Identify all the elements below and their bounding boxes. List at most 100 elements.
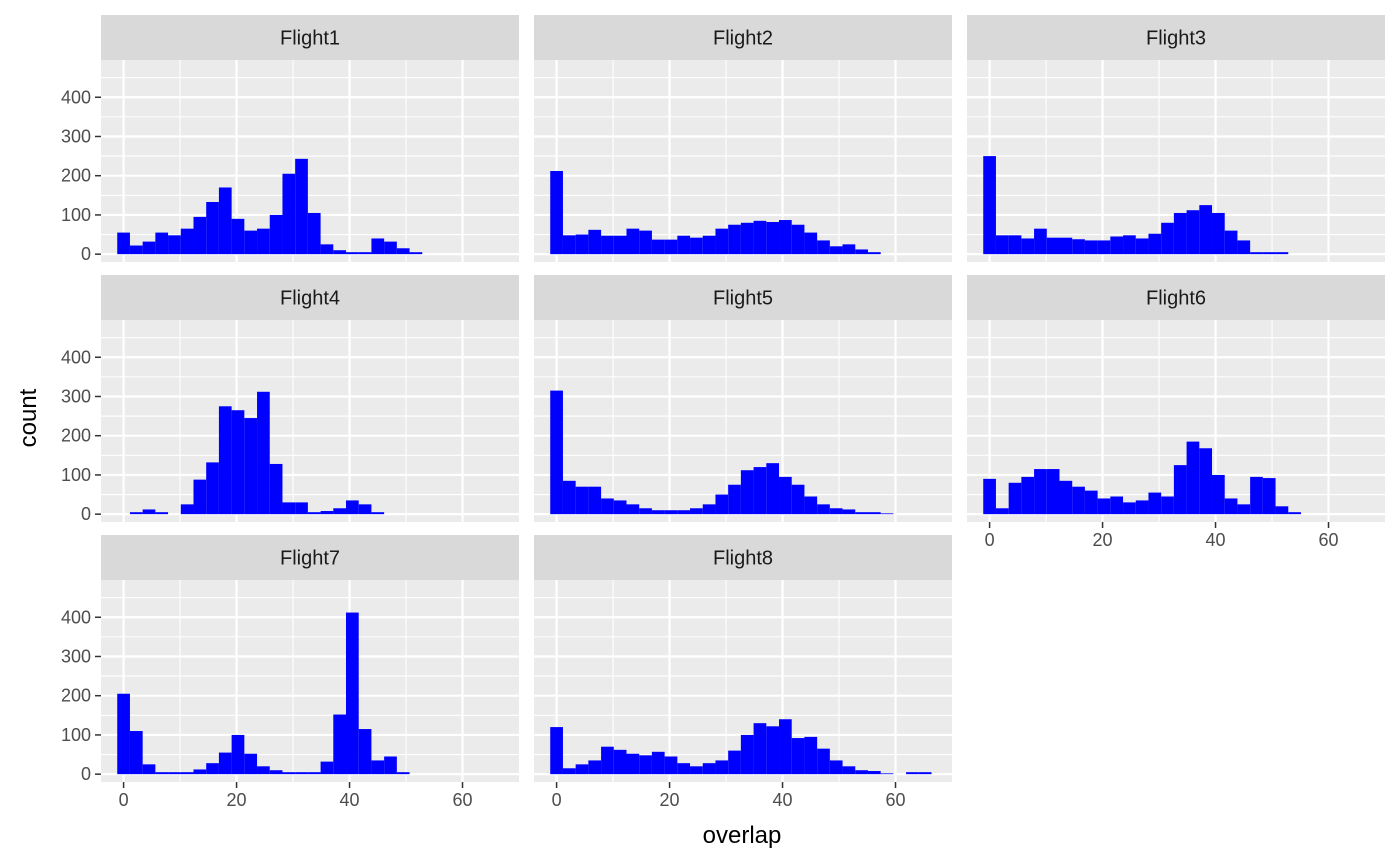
histogram-bar [257, 228, 270, 255]
histogram-bar [677, 510, 691, 515]
histogram-bar [550, 727, 563, 775]
x-tick-label: 40 [340, 790, 360, 810]
histogram-bar [1097, 498, 1111, 515]
histogram-bar [804, 736, 818, 775]
facet-strip-label: Flight3 [1146, 28, 1206, 50]
histogram-bar [677, 235, 691, 255]
histogram-bar [702, 235, 716, 255]
histogram-bar [193, 479, 207, 515]
histogram-bar [715, 494, 729, 515]
facet-strip-label: Flight4 [280, 288, 340, 310]
histogram-bar [244, 753, 258, 775]
histogram-bar [601, 746, 614, 775]
histogram-bar [282, 173, 296, 255]
histogram-bar [728, 484, 741, 515]
histogram-bar [677, 763, 691, 775]
y-tick-label: 200 [61, 686, 91, 706]
histogram-bar [867, 512, 881, 515]
histogram-bar [983, 156, 996, 255]
histogram-bar [269, 770, 283, 775]
histogram-bar [1110, 496, 1124, 515]
histogram-bar [702, 504, 716, 515]
y-tick-label: 100 [61, 465, 91, 485]
histogram-bar [358, 729, 372, 775]
histogram-bar [779, 220, 792, 255]
histogram-bar [562, 480, 576, 515]
facet-panel-8: Flight8 0 20 40 60 [534, 535, 952, 810]
histogram-bar [307, 212, 321, 255]
histogram-bar [1059, 480, 1073, 515]
histogram-bar [753, 723, 767, 775]
y-tick-label: 200 [61, 426, 91, 446]
histogram-bar [1084, 240, 1098, 255]
histogram-bar [320, 761, 334, 775]
x-axis-title: overlap [703, 822, 782, 849]
histogram-bar [307, 772, 321, 775]
histogram-bar [664, 239, 678, 255]
histogram-bar [766, 463, 780, 515]
histogram-bar [155, 232, 169, 255]
histogram-bar [1059, 237, 1073, 255]
histogram-bar [550, 390, 563, 515]
histogram-bar [918, 772, 932, 775]
histogram-bar [1224, 498, 1238, 515]
histogram-bar [1034, 228, 1047, 255]
y-tick-label: 300 [61, 646, 91, 666]
histogram-bar [333, 714, 347, 775]
y-tick-label: 100 [61, 205, 91, 225]
histogram-bar [613, 500, 627, 515]
histogram-bar [588, 229, 602, 255]
histogram-bar [664, 756, 678, 775]
histogram-bar [639, 755, 652, 775]
histogram-bar [231, 410, 245, 515]
histogram-bar [855, 770, 868, 775]
histogram-bar [601, 498, 614, 515]
histogram-bar [1262, 478, 1276, 515]
histogram-bar [346, 612, 359, 775]
histogram-bar [155, 772, 169, 775]
histogram-bar [715, 228, 729, 255]
histogram-bar [562, 768, 576, 775]
histogram-bar [371, 238, 385, 255]
histogram-bar [690, 508, 703, 515]
histogram-bar [269, 463, 283, 515]
histogram-bar [206, 763, 219, 775]
x-tick-label: 0 [552, 790, 562, 810]
histogram-bar [575, 764, 589, 775]
histogram-bar [193, 769, 207, 775]
histogram-bar [995, 508, 1009, 515]
histogram-bar [1046, 469, 1060, 515]
histogram-bar [206, 201, 219, 255]
y-tick-label: 300 [61, 126, 91, 146]
histogram-bar [1046, 237, 1060, 255]
histogram-bar [1262, 252, 1276, 255]
histogram-bar [690, 766, 703, 775]
histogram-bar [842, 244, 856, 255]
histogram-bar [1008, 482, 1022, 515]
histogram-bar [231, 734, 245, 775]
histogram-bar [906, 772, 919, 775]
y-axis-title: count [15, 388, 42, 447]
x-tick-label: 20 [660, 790, 680, 810]
histogram-bar [1199, 448, 1213, 515]
histogram-bar [1186, 210, 1200, 255]
histogram-bar [142, 241, 156, 255]
histogram-bar [766, 221, 780, 255]
histogram-bar [639, 230, 652, 255]
facet-strip-label: Flight7 [280, 548, 340, 570]
facet-panel-5: Flight5 [534, 275, 952, 522]
histogram-bar [1237, 240, 1251, 255]
histogram-bar [295, 502, 308, 515]
y-tick-label: 200 [61, 166, 91, 186]
histogram-bar [1186, 441, 1200, 515]
histogram-bar [142, 764, 156, 775]
histogram-bar [995, 235, 1009, 255]
histogram-bar [117, 232, 130, 255]
histogram-bar [295, 772, 308, 775]
histogram-bar [550, 171, 563, 255]
histogram-bar [613, 235, 627, 255]
x-tick-label: 60 [1318, 530, 1338, 550]
histogram-bar [766, 726, 780, 775]
histogram-bar [1288, 512, 1301, 515]
